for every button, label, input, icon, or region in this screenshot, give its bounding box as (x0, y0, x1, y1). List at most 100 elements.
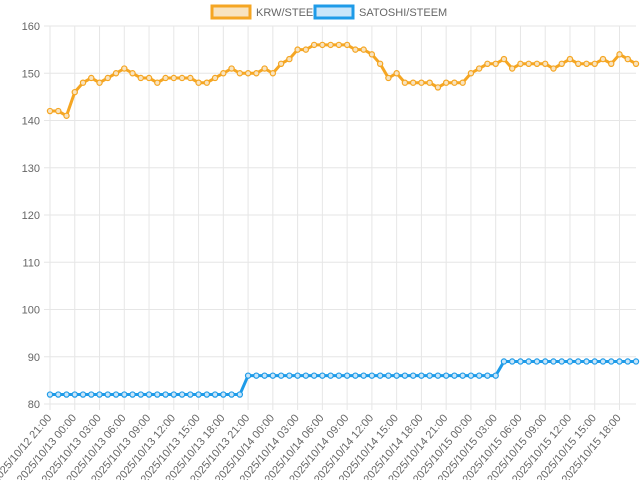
data-point-satoshi-steem[interactable] (79, 391, 87, 398)
data-point-krw-steem[interactable] (624, 55, 631, 63)
data-point-satoshi-steem[interactable] (211, 391, 219, 398)
data-point-krw-steem[interactable] (566, 55, 574, 63)
data-point-satoshi-steem[interactable] (129, 391, 136, 398)
data-point-krw-steem[interactable] (599, 55, 607, 63)
data-point-krw-steem[interactable] (517, 60, 524, 68)
data-point-krw-steem[interactable] (385, 74, 392, 82)
data-point-satoshi-steem[interactable] (261, 372, 268, 379)
data-point-krw-steem[interactable] (575, 60, 582, 68)
data-point-satoshi-steem[interactable] (525, 358, 532, 365)
data-point-satoshi-steem[interactable] (286, 372, 293, 379)
data-point-satoshi-steem[interactable] (162, 391, 169, 398)
data-point-satoshi-steem[interactable] (459, 372, 466, 379)
data-point-krw-steem[interactable] (352, 46, 359, 53)
data-point-satoshi-steem[interactable] (533, 358, 541, 365)
data-point-krw-steem[interactable] (277, 60, 285, 68)
data-point-satoshi-steem[interactable] (63, 391, 70, 398)
data-point-satoshi-steem[interactable] (145, 391, 153, 398)
data-point-krw-steem[interactable] (96, 79, 103, 86)
data-point-satoshi-steem[interactable] (475, 372, 483, 379)
legend-label-satoshi-steem[interactable]: SATOSHI/STEEM (359, 7, 447, 19)
data-point-satoshi-steem[interactable] (55, 391, 62, 398)
data-point-satoshi-steem[interactable] (195, 391, 202, 398)
data-point-satoshi-steem[interactable] (608, 358, 615, 365)
data-point-krw-steem[interactable] (475, 65, 483, 72)
data-point-satoshi-steem[interactable] (154, 391, 161, 398)
data-point-satoshi-steem[interactable] (121, 391, 128, 398)
data-point-satoshi-steem[interactable] (360, 372, 367, 379)
data-point-krw-steem[interactable] (187, 74, 194, 82)
data-point-satoshi-steem[interactable] (352, 372, 359, 379)
data-point-krw-steem[interactable] (434, 84, 442, 91)
data-point-krw-steem[interactable] (608, 60, 615, 68)
data-point-satoshi-steem[interactable] (401, 372, 409, 379)
data-point-krw-steem[interactable] (211, 74, 219, 82)
data-point-krw-steem[interactable] (145, 74, 153, 82)
data-point-krw-steem[interactable] (170, 74, 178, 82)
data-point-satoshi-steem[interactable] (319, 372, 326, 379)
data-point-satoshi-steem[interactable] (583, 358, 590, 365)
data-point-satoshi-steem[interactable] (508, 358, 516, 365)
data-point-krw-steem[interactable] (376, 60, 384, 68)
data-point-satoshi-steem[interactable] (335, 372, 343, 379)
data-point-krw-steem[interactable] (418, 79, 425, 86)
data-point-krw-steem[interactable] (632, 60, 640, 68)
data-point-krw-steem[interactable] (558, 60, 565, 68)
data-point-satoshi-steem[interactable] (426, 372, 433, 379)
data-point-satoshi-steem[interactable] (71, 391, 78, 398)
data-point-krw-steem[interactable] (310, 41, 318, 49)
data-point-satoshi-steem[interactable] (500, 358, 508, 365)
data-point-krw-steem[interactable] (104, 74, 111, 82)
data-point-satoshi-steem[interactable] (517, 358, 524, 365)
data-point-krw-steem[interactable] (335, 41, 343, 49)
data-point-satoshi-steem[interactable] (575, 358, 582, 365)
data-point-satoshi-steem[interactable] (88, 391, 95, 398)
data-point-satoshi-steem[interactable] (591, 358, 598, 365)
data-point-krw-steem[interactable] (393, 70, 400, 77)
data-point-krw-steem[interactable] (484, 60, 491, 68)
data-point-krw-steem[interactable] (112, 70, 120, 77)
data-point-krw-steem[interactable] (286, 55, 293, 63)
data-point-krw-steem[interactable] (162, 74, 169, 82)
data-point-krw-steem[interactable] (542, 60, 549, 68)
data-point-satoshi-steem[interactable] (368, 372, 376, 379)
data-point-krw-steem[interactable] (525, 60, 532, 68)
data-point-satoshi-steem[interactable] (269, 372, 277, 379)
data-point-satoshi-steem[interactable] (236, 391, 244, 398)
data-point-satoshi-steem[interactable] (418, 372, 425, 379)
data-point-satoshi-steem[interactable] (294, 372, 301, 379)
data-point-krw-steem[interactable] (228, 65, 235, 72)
data-point-krw-steem[interactable] (451, 79, 458, 86)
data-point-satoshi-steem[interactable] (343, 372, 351, 379)
data-point-satoshi-steem[interactable] (409, 372, 417, 379)
data-point-krw-steem[interactable] (178, 74, 186, 82)
legend-swatch-satoshi-steem[interactable] (313, 4, 355, 20)
data-point-krw-steem[interactable] (409, 79, 417, 86)
data-point-krw-steem[interactable] (500, 55, 508, 63)
data-point-krw-steem[interactable] (154, 79, 161, 86)
data-point-satoshi-steem[interactable] (187, 391, 194, 398)
data-point-satoshi-steem[interactable] (244, 372, 252, 379)
data-point-satoshi-steem[interactable] (277, 372, 285, 379)
data-point-satoshi-steem[interactable] (46, 391, 54, 398)
data-point-satoshi-steem[interactable] (558, 358, 565, 365)
data-point-satoshi-steem[interactable] (385, 372, 392, 379)
data-point-krw-steem[interactable] (426, 79, 433, 86)
data-point-satoshi-steem[interactable] (327, 372, 334, 379)
data-point-satoshi-steem[interactable] (376, 372, 384, 379)
data-point-satoshi-steem[interactable] (599, 358, 607, 365)
data-point-satoshi-steem[interactable] (203, 391, 211, 398)
data-point-krw-steem[interactable] (203, 79, 211, 86)
data-point-krw-steem[interactable] (616, 51, 623, 58)
data-point-krw-steem[interactable] (492, 60, 499, 68)
data-point-krw-steem[interactable] (467, 70, 475, 77)
data-point-krw-steem[interactable] (121, 65, 128, 72)
data-point-krw-steem[interactable] (55, 107, 62, 115)
data-point-satoshi-steem[interactable] (550, 358, 557, 365)
data-point-satoshi-steem[interactable] (616, 358, 623, 365)
data-point-satoshi-steem[interactable] (624, 358, 631, 365)
data-point-satoshi-steem[interactable] (434, 372, 442, 379)
data-point-satoshi-steem[interactable] (393, 372, 400, 379)
data-point-krw-steem[interactable] (302, 46, 310, 53)
data-point-krw-steem[interactable] (319, 41, 326, 49)
